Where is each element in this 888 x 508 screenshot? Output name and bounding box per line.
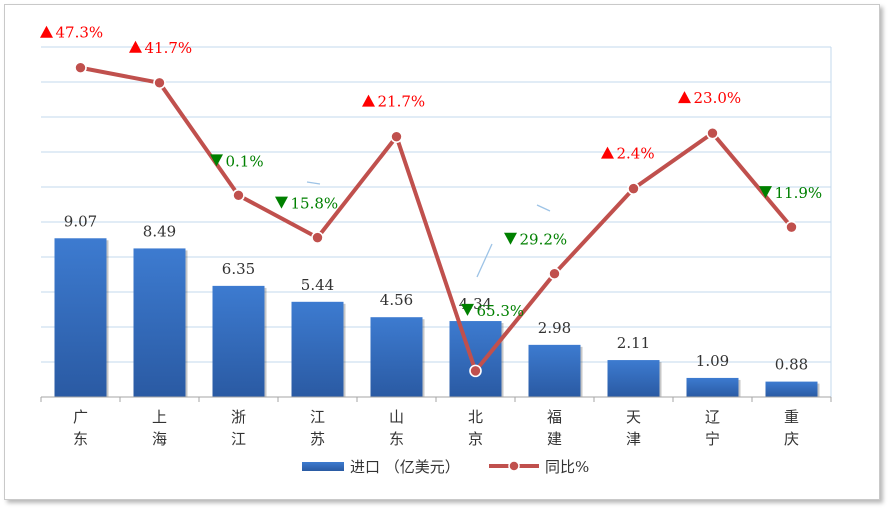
leader-line [476, 243, 493, 278]
category-label-7: 建 [547, 430, 562, 448]
yoy-value-label: 15.8% [291, 195, 339, 213]
legend: 进口 （亿美元） 同比% [302, 458, 589, 476]
data-labels: 9.078.496.355.444.56 4.342.982.111.09 0.88… [40, 24, 822, 374]
bar-7 [528, 344, 581, 397]
category-label-5: 山 [389, 408, 404, 426]
category-label-6: 京 [468, 430, 483, 448]
down-arrow-icon [461, 303, 474, 316]
bar-value-label: 9.07 [64, 212, 97, 230]
yoy-value-label: 65.3% [477, 302, 525, 320]
bar-value-label: 2.98 [538, 319, 571, 337]
bar-10 [765, 381, 818, 397]
bar-value-label: 1.09 [696, 352, 729, 370]
bar-3 [212, 285, 265, 397]
up-arrow-icon [678, 91, 691, 104]
legend-bar-label: 进口 （亿美元） [350, 458, 460, 476]
category-label-1: 广 [73, 408, 88, 426]
yoy-value-label: 21.7% [378, 93, 426, 111]
bar-6 [449, 321, 502, 397]
category-label-10: 重 [784, 408, 799, 426]
bar-value-label: 4.56 [380, 291, 413, 309]
line-series [74, 61, 798, 378]
yoy-point-4 [311, 231, 324, 244]
bar-value-label: 8.49 [143, 222, 176, 240]
yoy-value-label: 11.9% [775, 184, 823, 202]
category-label-3: 浙 [231, 408, 246, 426]
up-arrow-icon [601, 146, 614, 159]
up-arrow-icon [362, 94, 375, 107]
yoy-value-label: 23.0% [694, 89, 742, 107]
leader-line [536, 204, 551, 212]
legend-line-marker [508, 460, 520, 472]
bar-series [54, 238, 820, 397]
yoy-value-label: 41.7% [145, 39, 193, 57]
bar-value-label: 0.88 [775, 356, 808, 374]
legend-bar-swatch [302, 462, 344, 471]
yoy-value-label: 0.1% [226, 152, 264, 170]
down-arrow-icon [759, 186, 772, 199]
category-label-10: 庆 [784, 430, 799, 448]
yoy-point-3 [232, 189, 245, 202]
label-leader-lines [306, 181, 551, 278]
category-label-2: 海 [152, 430, 167, 448]
legend-line-label: 同比% [545, 458, 589, 476]
category-label-1: 东 [73, 430, 88, 448]
yoy-line [80, 65, 794, 373]
leader-line [306, 181, 321, 185]
bar-value-label: 2.11 [617, 334, 650, 352]
category-label-7: 福 [547, 408, 562, 426]
yoy-point-9 [706, 126, 719, 140]
bar-4 [291, 301, 344, 397]
category-label-8: 津 [626, 430, 641, 448]
yoy-point-5 [390, 130, 403, 143]
down-arrow-icon [275, 196, 288, 209]
yoy-point-1 [74, 61, 87, 75]
up-arrow-icon [40, 25, 53, 38]
up-arrow-icon [129, 40, 142, 53]
down-arrow-icon [210, 154, 223, 167]
category-label-5: 东 [389, 430, 404, 448]
chart-frame: 广东上海浙江江苏山东北京福建天津辽宁重庆 9.07 8.49 6.35 5.44 4.5… [4, 4, 880, 500]
yoy-point-7 [548, 267, 561, 280]
category-label-6: 北 [468, 408, 483, 426]
yoy-point-2 [153, 76, 166, 90]
category-label-3: 江 [231, 430, 246, 448]
yoy-value-label: 47.3% [56, 24, 104, 42]
category-label-4: 苏 [310, 430, 325, 448]
yoy-point-6 [469, 364, 482, 378]
category-label-9: 辽 [705, 408, 720, 426]
yoy-point-8 [627, 182, 640, 195]
category-label-2: 上 [152, 408, 167, 426]
bar-1 [54, 238, 107, 397]
category-label-4: 江 [310, 408, 325, 426]
yoy-value-label: 2.4% [617, 145, 655, 163]
bar-8 [607, 360, 660, 397]
bar-9 [686, 377, 739, 397]
bar-5 [370, 317, 423, 397]
category-label-8: 天 [626, 408, 641, 426]
category-label-9: 宁 [705, 430, 720, 448]
bar-2 [133, 248, 186, 397]
yoy-point-10 [785, 220, 798, 234]
bar-value-label: 6.35 [222, 260, 255, 278]
yoy-value-label: 29.2% [520, 231, 568, 249]
down-arrow-icon [504, 232, 517, 245]
bar-value-label: 5.44 [301, 276, 334, 294]
